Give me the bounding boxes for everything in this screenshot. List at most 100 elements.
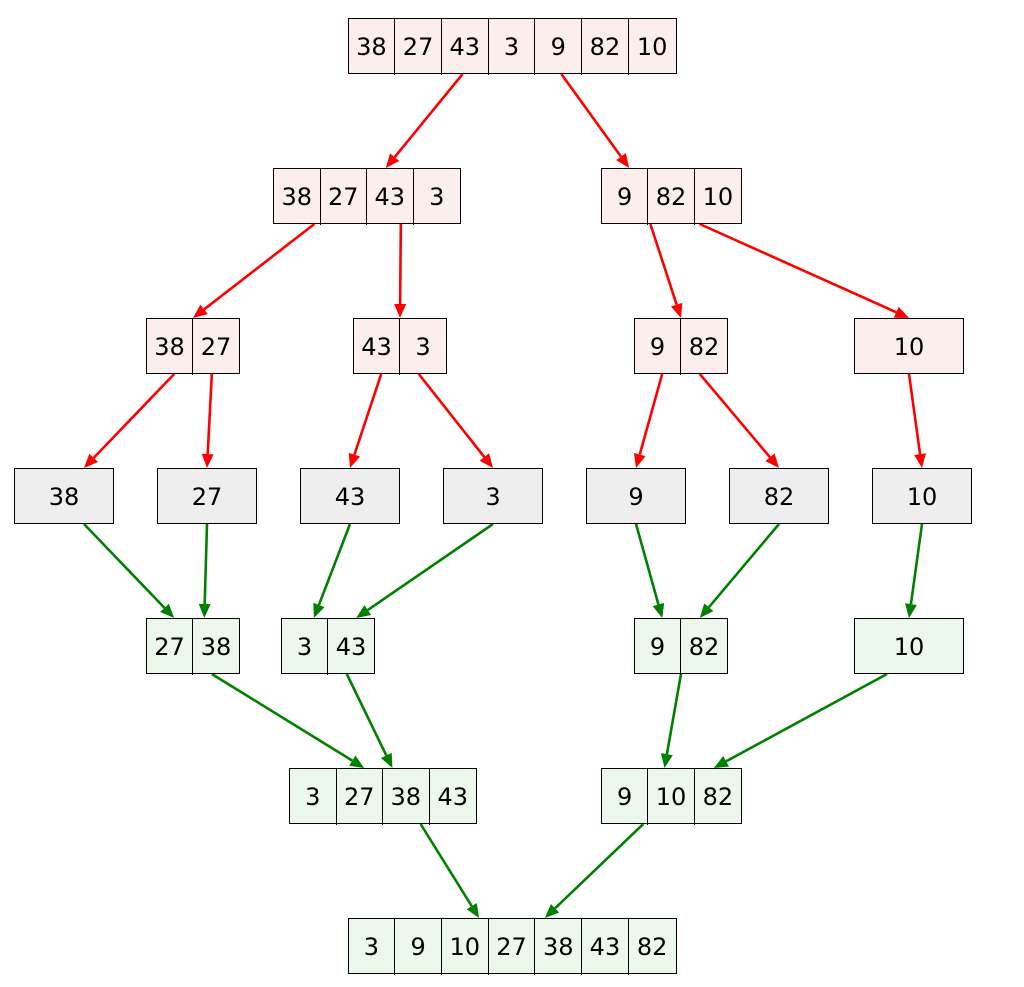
edge-line: [400, 224, 401, 304]
edge-arrowhead: [616, 153, 629, 168]
edge-arrowhead: [199, 604, 211, 618]
array-cell: 38: [193, 619, 239, 675]
array-cell: 43: [328, 619, 374, 675]
array-cell: 10: [629, 19, 676, 75]
array-node: 391027384382: [348, 918, 677, 974]
edge-arrowhead: [193, 305, 208, 318]
edge-line: [911, 524, 922, 604]
array-cell: 10: [695, 169, 741, 225]
edge-line: [395, 74, 463, 157]
array-cell: 9: [535, 19, 582, 75]
edge-arrowhead: [381, 753, 393, 768]
edge-arrowhead: [765, 453, 779, 468]
array-node: 38: [14, 468, 114, 524]
array-cell: 9: [635, 619, 681, 675]
edge-arrowhead: [480, 453, 493, 468]
edge-arrowhead: [313, 603, 324, 618]
edge-arrowhead: [653, 603, 665, 618]
edge-arrowhead: [714, 756, 729, 768]
array-node: 2738: [146, 618, 240, 674]
edge-line: [205, 524, 207, 604]
edge-line: [561, 74, 621, 157]
array-node: 82: [729, 468, 829, 524]
array-cell: 43: [367, 169, 414, 225]
array-cell: 10: [855, 319, 963, 375]
edge-line: [555, 824, 643, 908]
array-cell: 43: [442, 19, 489, 75]
edge-line: [636, 524, 658, 605]
edge-arrowhead: [349, 453, 360, 468]
array-cell: 10: [873, 469, 971, 525]
array-cell: 38: [15, 469, 113, 525]
array-cell: 27: [193, 319, 239, 375]
array-cell: 27: [147, 619, 193, 675]
edge-line: [368, 524, 493, 610]
array-cell: 38: [349, 19, 396, 75]
array-node: 982: [634, 318, 728, 374]
edge-arrowhead: [671, 303, 682, 318]
array-node: 343: [281, 618, 375, 674]
edge-line: [208, 374, 212, 454]
edge-line: [212, 674, 352, 761]
edge-arrowhead: [914, 453, 926, 468]
array-cell: 9: [602, 169, 648, 225]
array-cell: 3: [400, 319, 446, 375]
array-cell: 3: [489, 19, 536, 75]
array-cell: 9: [395, 919, 442, 975]
array-cell: 27: [395, 19, 442, 75]
edge-line: [640, 374, 662, 455]
array-node: 9: [586, 468, 686, 524]
edge-line: [700, 224, 897, 312]
array-cell: 82: [681, 619, 727, 675]
edge-arrowhead: [202, 454, 214, 468]
array-node: 382743398210: [348, 18, 677, 74]
edge-line: [726, 674, 887, 761]
edge-arrowhead: [905, 603, 917, 618]
array-cell: 3: [349, 919, 396, 975]
array-cell: 27: [321, 169, 368, 225]
edge-line: [909, 374, 920, 454]
array-node: 10: [854, 618, 964, 674]
edge-line: [667, 674, 681, 754]
array-cell: 38: [383, 769, 430, 825]
array-node: 3273843: [289, 768, 477, 824]
edge-line: [700, 374, 770, 457]
edge-line: [84, 524, 165, 608]
array-cell: 43: [430, 769, 476, 825]
array-cell: 10: [442, 919, 489, 975]
edge-line: [347, 674, 386, 755]
array-cell: 38: [147, 319, 193, 375]
array-node: 27: [157, 468, 257, 524]
array-cell: 27: [489, 919, 536, 975]
array-cell: 27: [158, 469, 256, 525]
edge-arrowhead: [545, 904, 559, 918]
edge-arrowhead: [634, 453, 646, 468]
edge-line: [354, 374, 381, 455]
array-cell: 43: [354, 319, 400, 375]
array-cell: 9: [635, 319, 681, 375]
array-cell: 38: [535, 919, 582, 975]
edge-line: [650, 224, 676, 305]
array-cell: 82: [695, 769, 741, 825]
edge-arrowhead: [894, 307, 909, 318]
edge-arrowhead: [467, 903, 479, 918]
array-cell: 82: [681, 319, 727, 375]
array-cell: 10: [855, 619, 963, 675]
edge-arrowhead: [394, 304, 406, 318]
array-cell: 27: [337, 769, 384, 825]
array-node: 982: [634, 618, 728, 674]
array-node: 91082: [601, 768, 742, 824]
array-node: 43: [300, 468, 400, 524]
edge-line: [94, 374, 175, 458]
edge-line: [421, 824, 472, 906]
array-cell: 38: [274, 169, 321, 225]
edge-arrowhead: [356, 605, 371, 618]
edge-arrowhead: [84, 454, 98, 468]
array-cell: 82: [582, 19, 629, 75]
edge-arrowhead: [386, 153, 400, 168]
edge-arrowhead: [700, 603, 714, 618]
array-node: 10: [854, 318, 964, 374]
array-cell: 3: [282, 619, 328, 675]
edge-line: [709, 524, 779, 607]
edge-arrowhead: [661, 753, 673, 768]
